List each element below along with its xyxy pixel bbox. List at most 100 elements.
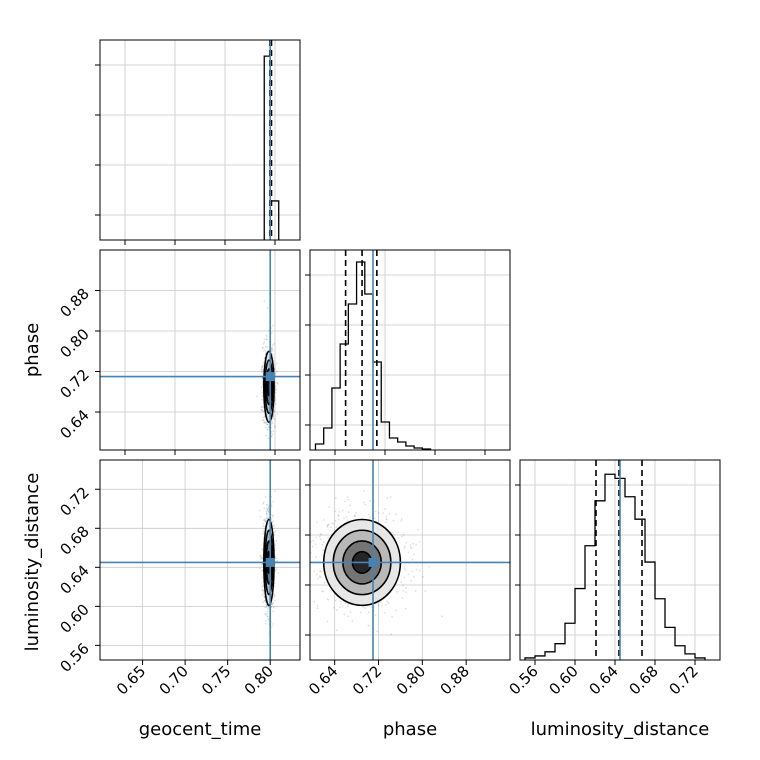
sample-point [294, 519, 296, 521]
sample-point [266, 428, 269, 431]
sample-point [341, 509, 344, 512]
sample-point [273, 531, 276, 534]
panel-frame [519, 459, 721, 661]
sample-point [318, 535, 321, 538]
sample-point [267, 508, 270, 510]
sample-point [262, 501, 265, 504]
x-tick-label: 0.72 [349, 662, 385, 698]
sample-point [312, 539, 315, 542]
sample-point [260, 366, 263, 368]
sample-point [276, 559, 279, 562]
sample-point [306, 552, 308, 554]
sample-point [270, 327, 273, 330]
y-tick-label: 0.64 [56, 561, 92, 597]
sample-point [271, 420, 273, 423]
sample-point [274, 544, 277, 547]
x-tick-label: 0.68 [625, 662, 661, 698]
sample-point [386, 600, 389, 603]
sample-point [261, 563, 264, 565]
sample-point [265, 334, 268, 337]
sample-point [409, 544, 412, 547]
sample-point [262, 522, 265, 525]
sample-point [262, 589, 264, 592]
sample-point [397, 536, 400, 539]
truth-marker [265, 372, 275, 382]
sample-point [264, 421, 267, 424]
sample-point [272, 500, 275, 503]
sample-point [327, 523, 330, 526]
sample-point [396, 590, 398, 593]
sample-point [262, 601, 264, 604]
sample-point [270, 435, 273, 438]
sample-point [319, 576, 322, 579]
sample-point [322, 540, 325, 543]
sample-point [263, 518, 266, 521]
sample-point [290, 573, 292, 575]
sample-point [270, 434, 273, 437]
sample-point [271, 349, 274, 352]
sample-point [266, 503, 269, 506]
sample-point [338, 511, 341, 513]
sample-point [273, 533, 276, 536]
sample-point [265, 606, 268, 609]
sample-point [403, 547, 406, 550]
sample-point [262, 530, 265, 533]
truth-marker [265, 557, 275, 567]
sample-point [266, 610, 269, 613]
sample-point [267, 505, 270, 508]
sample-point [274, 402, 277, 405]
sample-point [272, 433, 274, 436]
sample-point [267, 608, 269, 610]
y-tick-label: 0.68 [56, 522, 92, 558]
sample-point [405, 541, 408, 544]
sample-point [266, 335, 268, 338]
sample-point [263, 527, 266, 530]
sample-point [347, 605, 349, 607]
sample-point [359, 611, 362, 614]
sample-point [385, 521, 388, 524]
sample-point [409, 546, 412, 549]
panel-frame [309, 459, 511, 661]
sample-point [319, 532, 322, 535]
sample-point [265, 519, 267, 522]
sample-point [404, 569, 407, 572]
sample-point [265, 338, 268, 341]
sample-point [273, 594, 275, 596]
panel-frame [99, 249, 301, 451]
sample-point [261, 569, 264, 572]
sample-point [260, 406, 263, 409]
sample-point [332, 522, 335, 525]
sample-point [264, 496, 267, 498]
sample-point [263, 507, 266, 510]
sample-point [267, 606, 270, 609]
sample-point [364, 503, 367, 506]
sample-point [260, 408, 263, 411]
y-tick-label: 0.72 [56, 366, 92, 402]
sample-point [263, 340, 266, 343]
sample-point [264, 426, 267, 429]
sample-point [259, 555, 262, 558]
sample-point [377, 512, 380, 514]
sample-point [263, 595, 266, 598]
sample-point [259, 516, 262, 518]
sample-point [266, 423, 269, 426]
sample-point [272, 415, 275, 417]
sample-point [265, 504, 268, 506]
sample-point [267, 437, 270, 440]
sample-point [347, 498, 350, 501]
sample-point [262, 342, 265, 345]
sample-point [422, 575, 425, 578]
x-tick-label: 0.56 [505, 662, 541, 698]
sample-point [404, 607, 407, 610]
sample-point [274, 557, 277, 560]
x-tick-label: 0.70 [156, 662, 192, 698]
x-tick-label: 0.64 [305, 662, 341, 698]
sample-point [274, 388, 277, 391]
sample-point [267, 517, 270, 519]
sample-point [387, 602, 390, 604]
sample-point [276, 381, 279, 384]
sample-point [410, 547, 413, 550]
sample-point [405, 587, 407, 590]
sample-point [273, 342, 276, 345]
